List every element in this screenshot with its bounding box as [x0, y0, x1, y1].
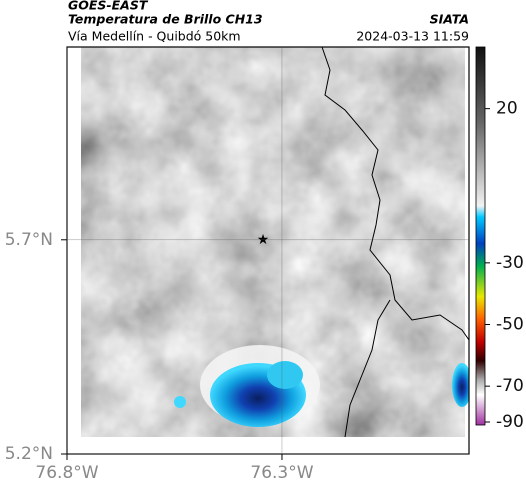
colorbar-tick-label: -90 — [496, 412, 524, 432]
satellite-image — [67, 47, 469, 454]
colorbar-tick-label: -70 — [496, 376, 524, 396]
region: Vía Medellín - Quibdó 50km — [68, 29, 241, 44]
lat-tick-label: 5.7°N — [5, 230, 53, 250]
subtitle: Temperatura de Brillo CH13 — [68, 12, 263, 27]
lon-tick-label: 76.8°W — [35, 463, 98, 483]
title: GOES-EAST — [68, 0, 149, 13]
colorbar — [475, 46, 486, 426]
source: SIATA — [430, 12, 469, 27]
colorbar-tick-label: -30 — [496, 253, 524, 273]
lat-tick-label: 5.2°N — [5, 444, 53, 464]
colorbar-tick-label: -50 — [496, 315, 524, 335]
colorbar-tick-label: 20 — [496, 99, 518, 119]
lon-tick-label: 76.3°W — [250, 463, 313, 483]
timestamp: 2024-03-13 11:59 — [356, 29, 469, 44]
